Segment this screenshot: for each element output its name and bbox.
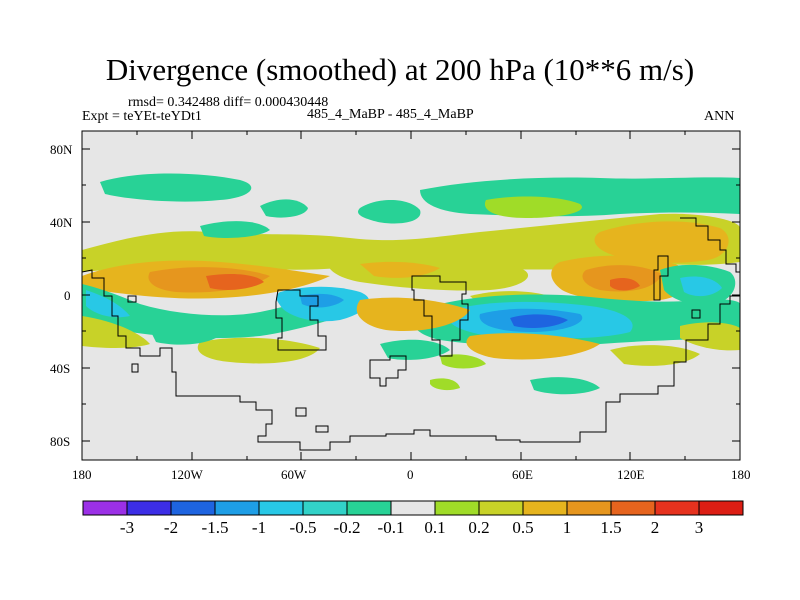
colorbar-box	[126, 500, 172, 516]
antarctic-and-sh-outline	[82, 269, 740, 451]
contour-region	[466, 333, 600, 360]
colorbar-label: -2	[163, 518, 179, 537]
contour-region	[358, 199, 421, 224]
colorbar-label: -1	[251, 518, 267, 537]
colorbar-box	[214, 500, 260, 516]
colorbar-box	[566, 500, 612, 516]
x-tick-label: 120W	[171, 467, 203, 482]
contour-region	[680, 322, 740, 351]
colorbar-label: -0.1	[377, 518, 405, 537]
colorbar-label: -3	[119, 518, 135, 537]
colorbar-box	[170, 500, 216, 516]
contour-region	[680, 276, 722, 297]
colorbar	[82, 500, 744, 516]
contour-region	[356, 297, 470, 332]
contour-region	[82, 316, 150, 348]
x-tick-label: 180	[72, 467, 92, 482]
x-tick-label: 180	[731, 467, 751, 482]
x-tick-label: 60W	[281, 467, 307, 482]
asia-outline	[680, 217, 740, 273]
y-tick-label: 80N	[50, 142, 73, 157]
contour-region	[206, 274, 264, 290]
case-label: 485_4_MaBP - 485_4_MaBP	[307, 107, 474, 122]
contour-region	[300, 293, 344, 308]
island-outline	[127, 295, 137, 303]
colorbar-box	[434, 500, 480, 516]
contour-region	[150, 327, 216, 345]
season-label: ANN	[704, 109, 735, 124]
contour-region	[484, 196, 582, 218]
land-outline	[653, 255, 669, 301]
contour-region	[82, 213, 740, 272]
island-outline	[691, 309, 701, 319]
contour-region	[594, 221, 729, 263]
colorbar-label: -1.5	[201, 518, 229, 537]
colorbar-label: 2	[650, 518, 660, 537]
contour-region	[86, 290, 130, 318]
island-outline	[131, 363, 139, 373]
contour-region	[82, 284, 367, 339]
coastlines	[82, 217, 740, 451]
colorbar-box	[654, 500, 700, 516]
contour-region	[530, 377, 600, 395]
colorbar-box	[390, 500, 436, 516]
colorbar-box	[302, 500, 348, 516]
contour-region	[380, 339, 450, 360]
colorbar-label: 3	[694, 518, 704, 537]
colorbar-label: 0.5	[512, 518, 534, 537]
contour-region	[440, 354, 486, 369]
contour-region	[610, 278, 640, 291]
contour-region	[197, 337, 320, 364]
y-tick-label: 40S	[50, 361, 71, 376]
contour-region	[260, 199, 308, 218]
colorbar-label: 0.1	[424, 518, 446, 537]
colorbar-label: -0.5	[289, 518, 317, 537]
colorbar-label: 1.5	[600, 518, 622, 537]
land-outline	[369, 355, 407, 387]
colorbar-box	[346, 500, 392, 516]
contour-region	[510, 314, 568, 328]
island-outline	[315, 425, 329, 433]
colorbar-label: 1	[562, 518, 572, 537]
colorbar-label: 0.2	[468, 518, 490, 537]
colorbar-box	[82, 500, 128, 516]
experiment-label: Expt = teYEt-teYDt1	[82, 109, 202, 124]
stats-text: rmsd= 0.342488 diff= 0.000430448	[128, 95, 329, 110]
contour-region	[430, 378, 460, 391]
y-tick-label: 80S	[50, 434, 71, 449]
colorbar-box	[610, 500, 656, 516]
contour-region	[610, 345, 700, 366]
colorbar-box	[522, 500, 568, 516]
colorbar-box	[478, 500, 524, 516]
x-tick-label: 60E	[512, 467, 533, 482]
x-tick-label: 0	[407, 467, 414, 482]
island-outline	[295, 407, 307, 417]
contour-region	[360, 261, 440, 278]
chart-title: Divergence (smoothed) at 200 hPa (10**6 …	[105, 52, 695, 87]
contour-fields	[82, 173, 740, 395]
y-tick-label: 0	[64, 288, 71, 303]
x-axis-ticks	[136, 131, 686, 460]
y-axis-ticks	[82, 148, 740, 442]
south-america-outline	[275, 289, 327, 351]
contour-region	[420, 177, 740, 217]
contour-region	[200, 221, 270, 238]
colorbar-label: -0.2	[333, 518, 361, 537]
contour-region	[100, 173, 252, 202]
x-tick-label: 120E	[617, 467, 645, 482]
y-tick-label: 40N	[50, 215, 73, 230]
colorbar-box	[258, 500, 304, 516]
colorbar-box	[698, 500, 744, 516]
africa-outline	[411, 275, 469, 357]
